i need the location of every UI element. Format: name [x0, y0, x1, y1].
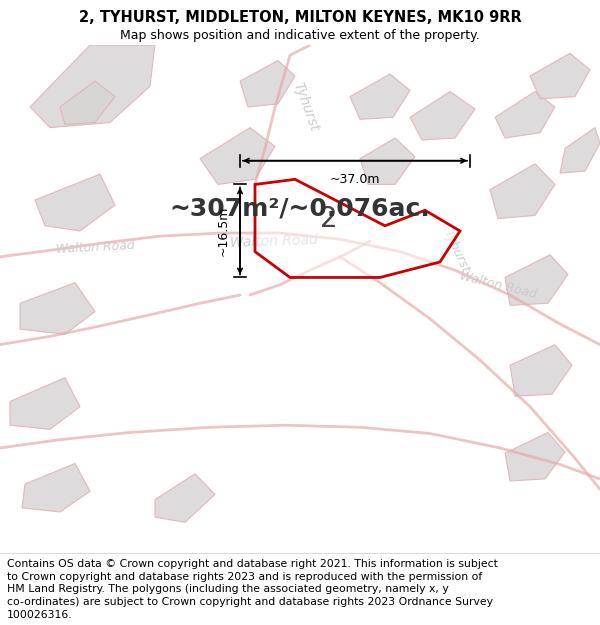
Polygon shape: [30, 45, 155, 128]
Text: 2: 2: [320, 205, 337, 233]
Text: 100026316.: 100026316.: [7, 610, 73, 620]
Text: to Crown copyright and database rights 2023 and is reproduced with the permissio: to Crown copyright and database rights 2…: [7, 571, 482, 581]
Polygon shape: [360, 138, 415, 184]
Text: Tyhurst: Tyhurst: [290, 81, 321, 134]
Polygon shape: [22, 463, 90, 512]
Text: Walton Road: Walton Road: [55, 239, 134, 256]
Polygon shape: [560, 127, 600, 173]
Polygon shape: [255, 179, 460, 278]
Polygon shape: [505, 255, 568, 306]
Polygon shape: [10, 378, 80, 429]
Text: Walton Road: Walton Road: [230, 232, 319, 250]
Polygon shape: [350, 74, 410, 119]
Text: Contains OS data © Crown copyright and database right 2021. This information is : Contains OS data © Crown copyright and d…: [7, 559, 498, 569]
Polygon shape: [60, 81, 115, 124]
Text: Walton Road: Walton Road: [458, 269, 538, 301]
Polygon shape: [35, 174, 115, 231]
Text: ~16.5m: ~16.5m: [217, 206, 230, 256]
Text: ~307m²/~0.076ac.: ~307m²/~0.076ac.: [170, 196, 430, 220]
Text: Map shows position and indicative extent of the property.: Map shows position and indicative extent…: [120, 29, 480, 42]
Polygon shape: [495, 91, 555, 138]
Text: HM Land Registry. The polygons (including the associated geometry, namely x, y: HM Land Registry. The polygons (includin…: [7, 584, 449, 594]
Polygon shape: [200, 127, 275, 184]
Polygon shape: [20, 282, 95, 334]
Text: 2, TYHURST, MIDDLETON, MILTON KEYNES, MK10 9RR: 2, TYHURST, MIDDLETON, MILTON KEYNES, MK…: [79, 10, 521, 25]
Text: co-ordinates) are subject to Crown copyright and database rights 2023 Ordnance S: co-ordinates) are subject to Crown copyr…: [7, 598, 493, 608]
Polygon shape: [155, 474, 215, 522]
Polygon shape: [410, 91, 475, 140]
Polygon shape: [240, 61, 295, 107]
Polygon shape: [505, 432, 565, 481]
Text: Tyhurst: Tyhurst: [440, 228, 471, 275]
Polygon shape: [530, 53, 590, 99]
Text: ~37.0m: ~37.0m: [330, 173, 380, 186]
Polygon shape: [510, 344, 572, 396]
Polygon shape: [490, 164, 555, 219]
